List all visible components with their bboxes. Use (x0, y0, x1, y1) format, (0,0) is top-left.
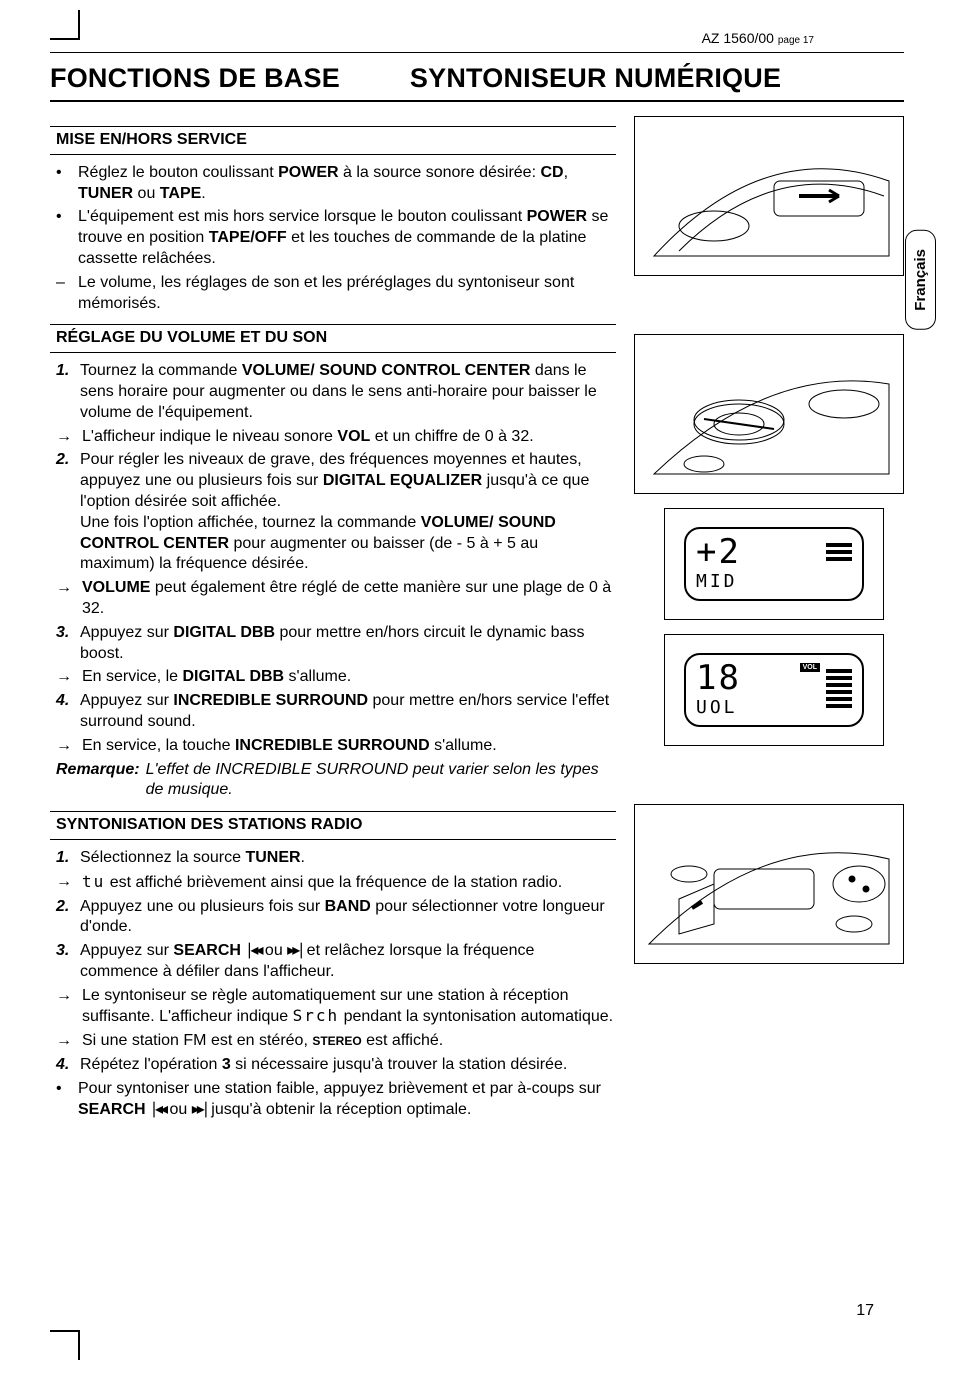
stereo-label: STEREO (312, 1034, 361, 1048)
level-bars-icon (826, 543, 852, 561)
arrow-icon: → (56, 427, 74, 448)
title-left: FONCTIONS DE BASE (50, 63, 340, 100)
list-item: 3. Appuyez sur DIGITAL DBB pour mettre e… (50, 623, 616, 665)
remark-text: L'effet de INCREDIBLE SURROUND peut vari… (146, 760, 616, 802)
model-number: AZ 1560/00 (702, 30, 774, 46)
section-heading: RÉGLAGE DU VOLUME ET DU SON (50, 324, 616, 353)
step-number: 2. (56, 897, 74, 939)
step-number: 2. (56, 450, 74, 575)
list-item: → En service, la touche INCREDIBLE SURRO… (50, 736, 616, 757)
vol-badge: VOL (800, 663, 820, 672)
list-item: 2. Appuyez une ou plusieurs fois sur BAN… (50, 897, 616, 939)
list-item: → L'afficheur indique le niveau sonore V… (50, 427, 616, 448)
lcd-display: VOL 18 UOL (664, 634, 884, 746)
remark-label: Remarque: (56, 760, 140, 802)
lcd-text: Srch (293, 1006, 340, 1025)
crop-mark (78, 1330, 80, 1360)
lcd-display: +2 MID (664, 508, 884, 620)
list-item: • L'équipement est mis hors service lors… (50, 207, 616, 269)
section-heading: SYNTONISATION DES STATIONS RADIO (50, 811, 616, 840)
arrow-icon: → (56, 872, 74, 894)
crop-mark (50, 1330, 80, 1332)
step-number: 1. (56, 848, 74, 869)
title-right: SYNTONISEUR NUMÉRIQUE (410, 63, 781, 100)
page-label: page 17 (778, 35, 814, 46)
page-header: AZ 1560/00 page 17 (50, 30, 904, 53)
crop-mark (78, 10, 80, 40)
language-tab: Français (905, 230, 936, 330)
list-item: • Réglez le bouton coulissant POWER à la… (50, 163, 616, 205)
level-bars-icon (826, 669, 852, 708)
page-number: 17 (856, 1302, 874, 1320)
step-number: 1. (56, 361, 74, 423)
list-item: 3. Appuyez sur SEARCH ∣◂◂ ou ▸▸∣ et relâ… (50, 941, 616, 983)
list-item: 4. Répétez l'opération 3 si nécessaire j… (50, 1055, 616, 1076)
list-item: → tu est affiché brièvement ainsi que la… (50, 872, 616, 894)
lcd-label: MID (696, 571, 852, 592)
arrow-icon: → (56, 1031, 74, 1052)
device-illustration (634, 116, 904, 276)
dash-icon: – (56, 273, 68, 315)
list-item: • Pour syntoniser une station faible, ap… (50, 1079, 616, 1121)
list-item: 1. Tournez la commande VOLUME/ SOUND CON… (50, 361, 616, 423)
rewind-icon: ∣◂◂ (245, 941, 260, 962)
list-item: 4. Appuyez sur INCREDIBLE SURROUND pour … (50, 691, 616, 733)
step-number: 4. (56, 1055, 74, 1076)
crop-mark (50, 38, 80, 40)
list-item: → Le syntoniseur se règle automatiquemen… (50, 986, 616, 1029)
arrow-icon: → (56, 667, 74, 688)
list-item: – Le volume, les réglages de son et les … (50, 273, 616, 315)
main-column: MISE EN/HORS SERVICE • Réglez le bouton … (50, 116, 616, 1123)
bullet-icon: • (56, 1079, 68, 1121)
rewind-icon: ∣◂◂ (150, 1100, 165, 1121)
step-number: 3. (56, 941, 74, 983)
bullet-icon: • (56, 207, 68, 269)
section-heading: MISE EN/HORS SERVICE (50, 126, 616, 155)
list-item: → En service, le DIGITAL DBB s'allume. (50, 667, 616, 688)
remark: Remarque: L'effet de INCREDIBLE SURROUND… (50, 760, 616, 802)
forward-icon: ▸▸∣ (192, 1100, 207, 1121)
device-illustration (634, 804, 904, 964)
step-number: 3. (56, 623, 74, 665)
illustration-column: +2 MID VOL 18 UOL (634, 116, 904, 1123)
title-bar: FONCTIONS DE BASE SYNTONISEUR NUMÉRIQUE (50, 63, 904, 102)
bullet-icon: • (56, 163, 68, 205)
arrow-icon: → (56, 986, 74, 1029)
device-illustration (634, 334, 904, 494)
list-item: 2. Pour régler les niveaux de grave, des… (50, 450, 616, 575)
lcd-text: tu (82, 872, 105, 891)
arrow-icon: → (56, 736, 74, 757)
forward-icon: ▸▸∣ (287, 941, 302, 962)
arrow-icon: → (56, 578, 74, 620)
list-item: 1. Sélectionnez la source TUNER. (50, 848, 616, 869)
step-number: 4. (56, 691, 74, 733)
list-item: → Si une station FM est en stéréo, STERE… (50, 1031, 616, 1052)
list-item: → VOLUME peut également être réglé de ce… (50, 578, 616, 620)
